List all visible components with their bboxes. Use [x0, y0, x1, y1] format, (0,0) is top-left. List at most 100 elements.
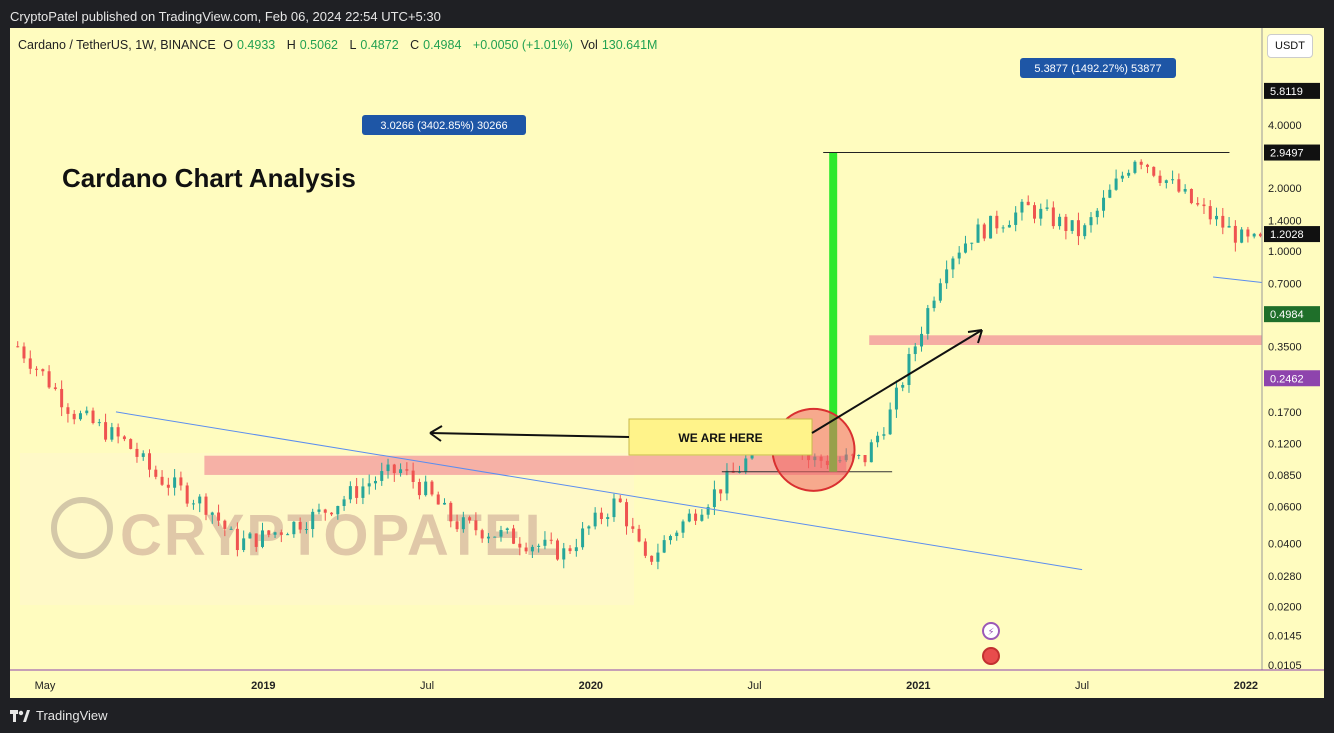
publish-info: CryptoPatel published on TradingView.com…	[10, 9, 441, 24]
candle-81	[524, 542, 528, 554]
candle-body	[493, 536, 497, 538]
candle-103	[662, 535, 666, 554]
candle-60	[392, 463, 396, 482]
candle-152	[970, 242, 974, 251]
candle-body	[392, 464, 396, 474]
candle-153	[976, 218, 980, 243]
candle-body	[587, 526, 591, 529]
candle-body	[348, 486, 352, 500]
candle-body	[631, 526, 635, 529]
candle-18	[129, 438, 133, 450]
candle-20	[141, 450, 145, 461]
candle-48	[317, 503, 321, 515]
candle-82	[530, 544, 534, 559]
candle-79	[512, 524, 516, 545]
candle-body	[581, 528, 585, 548]
candle-body	[505, 528, 509, 531]
candle-body	[1020, 201, 1024, 213]
candle-68	[443, 498, 447, 505]
candle-body	[1083, 225, 1087, 237]
candle-body	[367, 483, 371, 487]
candle-body	[198, 496, 202, 504]
candle-body	[304, 529, 308, 531]
candle-58	[380, 462, 384, 486]
candle-body	[104, 422, 108, 440]
tradingview-brand[interactable]: TradingView	[36, 708, 108, 723]
candle-body	[28, 358, 32, 369]
candle-156	[995, 210, 999, 234]
arrow-to-2024	[811, 329, 983, 434]
we-are-here-label: WE ARE HERE	[678, 431, 762, 445]
chart-frame[interactable]: CRYPTOPATEL Resistance 1Resistance 2Bull…	[10, 28, 1324, 698]
candle-147	[938, 278, 942, 303]
candle-body	[286, 534, 290, 536]
measure-tag-2-text: 5.3877 (1492.27%) 53877	[1034, 63, 1161, 75]
candle-191	[1215, 207, 1219, 226]
price-label-bg-1	[1264, 144, 1320, 161]
price-label-bg-3	[1264, 306, 1320, 323]
candle-body	[625, 502, 629, 527]
y-tick-12: 0.0280	[1268, 571, 1302, 583]
candle-body	[311, 511, 315, 530]
candle-149	[951, 256, 955, 279]
candle-body	[185, 485, 189, 504]
candle-body	[643, 541, 647, 556]
symbol-label[interactable]: Cardano / TetherUS, 1W, BINANCE	[18, 38, 216, 52]
candle-body	[129, 439, 133, 449]
candle-172	[1095, 208, 1099, 225]
candle-69	[449, 501, 453, 528]
candle-body	[963, 243, 967, 253]
candle-93	[599, 507, 603, 525]
candle-80	[518, 537, 522, 556]
candle-12	[91, 407, 95, 425]
candle-10	[78, 410, 82, 421]
y-tick-13: 0.0200	[1268, 601, 1302, 613]
candle-body	[424, 481, 428, 496]
candle-body	[47, 371, 51, 388]
candle-body	[907, 354, 911, 385]
candle-body	[901, 384, 905, 388]
candle-13	[97, 418, 101, 427]
candle-body	[436, 494, 440, 505]
candle-body	[681, 521, 685, 533]
candle-170	[1083, 223, 1087, 240]
candle-body	[474, 520, 478, 531]
candle-57	[373, 476, 377, 490]
candle-body	[480, 530, 484, 539]
candle-155	[989, 215, 993, 239]
chart-canvas[interactable]: CRYPTOPATEL Resistance 1Resistance 2Bull…	[10, 28, 1324, 698]
currency-button[interactable]: USDT	[1267, 34, 1313, 58]
candle-157	[1001, 225, 1005, 233]
candle-body	[1045, 207, 1049, 209]
measure-tag-2-bg	[1020, 58, 1176, 78]
candle-body	[179, 477, 183, 486]
candle-51	[336, 505, 340, 520]
price-label-0: 5.8119	[1270, 86, 1303, 98]
candle-49	[323, 508, 327, 521]
candle-body	[223, 520, 227, 529]
overlay-layer: Resistance 1Resistance 2Bull Market Pote…	[115, 58, 1324, 665]
candle-body	[1014, 212, 1018, 225]
candle-body	[945, 269, 949, 284]
candle-165	[1051, 201, 1055, 229]
candle-body	[744, 458, 748, 472]
high-value: H 0.5062	[286, 38, 338, 52]
candle-body	[562, 548, 566, 560]
y-tick-3: 1.4000	[1268, 215, 1302, 227]
us-flag-event-icon	[982, 647, 1000, 665]
candle-3	[35, 366, 39, 377]
candle-body	[204, 496, 208, 515]
candle-body	[116, 427, 120, 437]
candle-body	[518, 543, 522, 548]
candle-body	[229, 528, 233, 530]
candle-body	[60, 388, 64, 408]
candle-65	[424, 475, 428, 497]
candle-body	[650, 555, 654, 562]
candle-158	[1007, 220, 1011, 228]
candle-89	[574, 538, 578, 557]
candle-body	[330, 512, 334, 515]
candle-body	[455, 521, 459, 530]
candle-194	[1233, 220, 1237, 252]
candle-body	[1189, 188, 1193, 204]
candle-body	[700, 514, 704, 521]
